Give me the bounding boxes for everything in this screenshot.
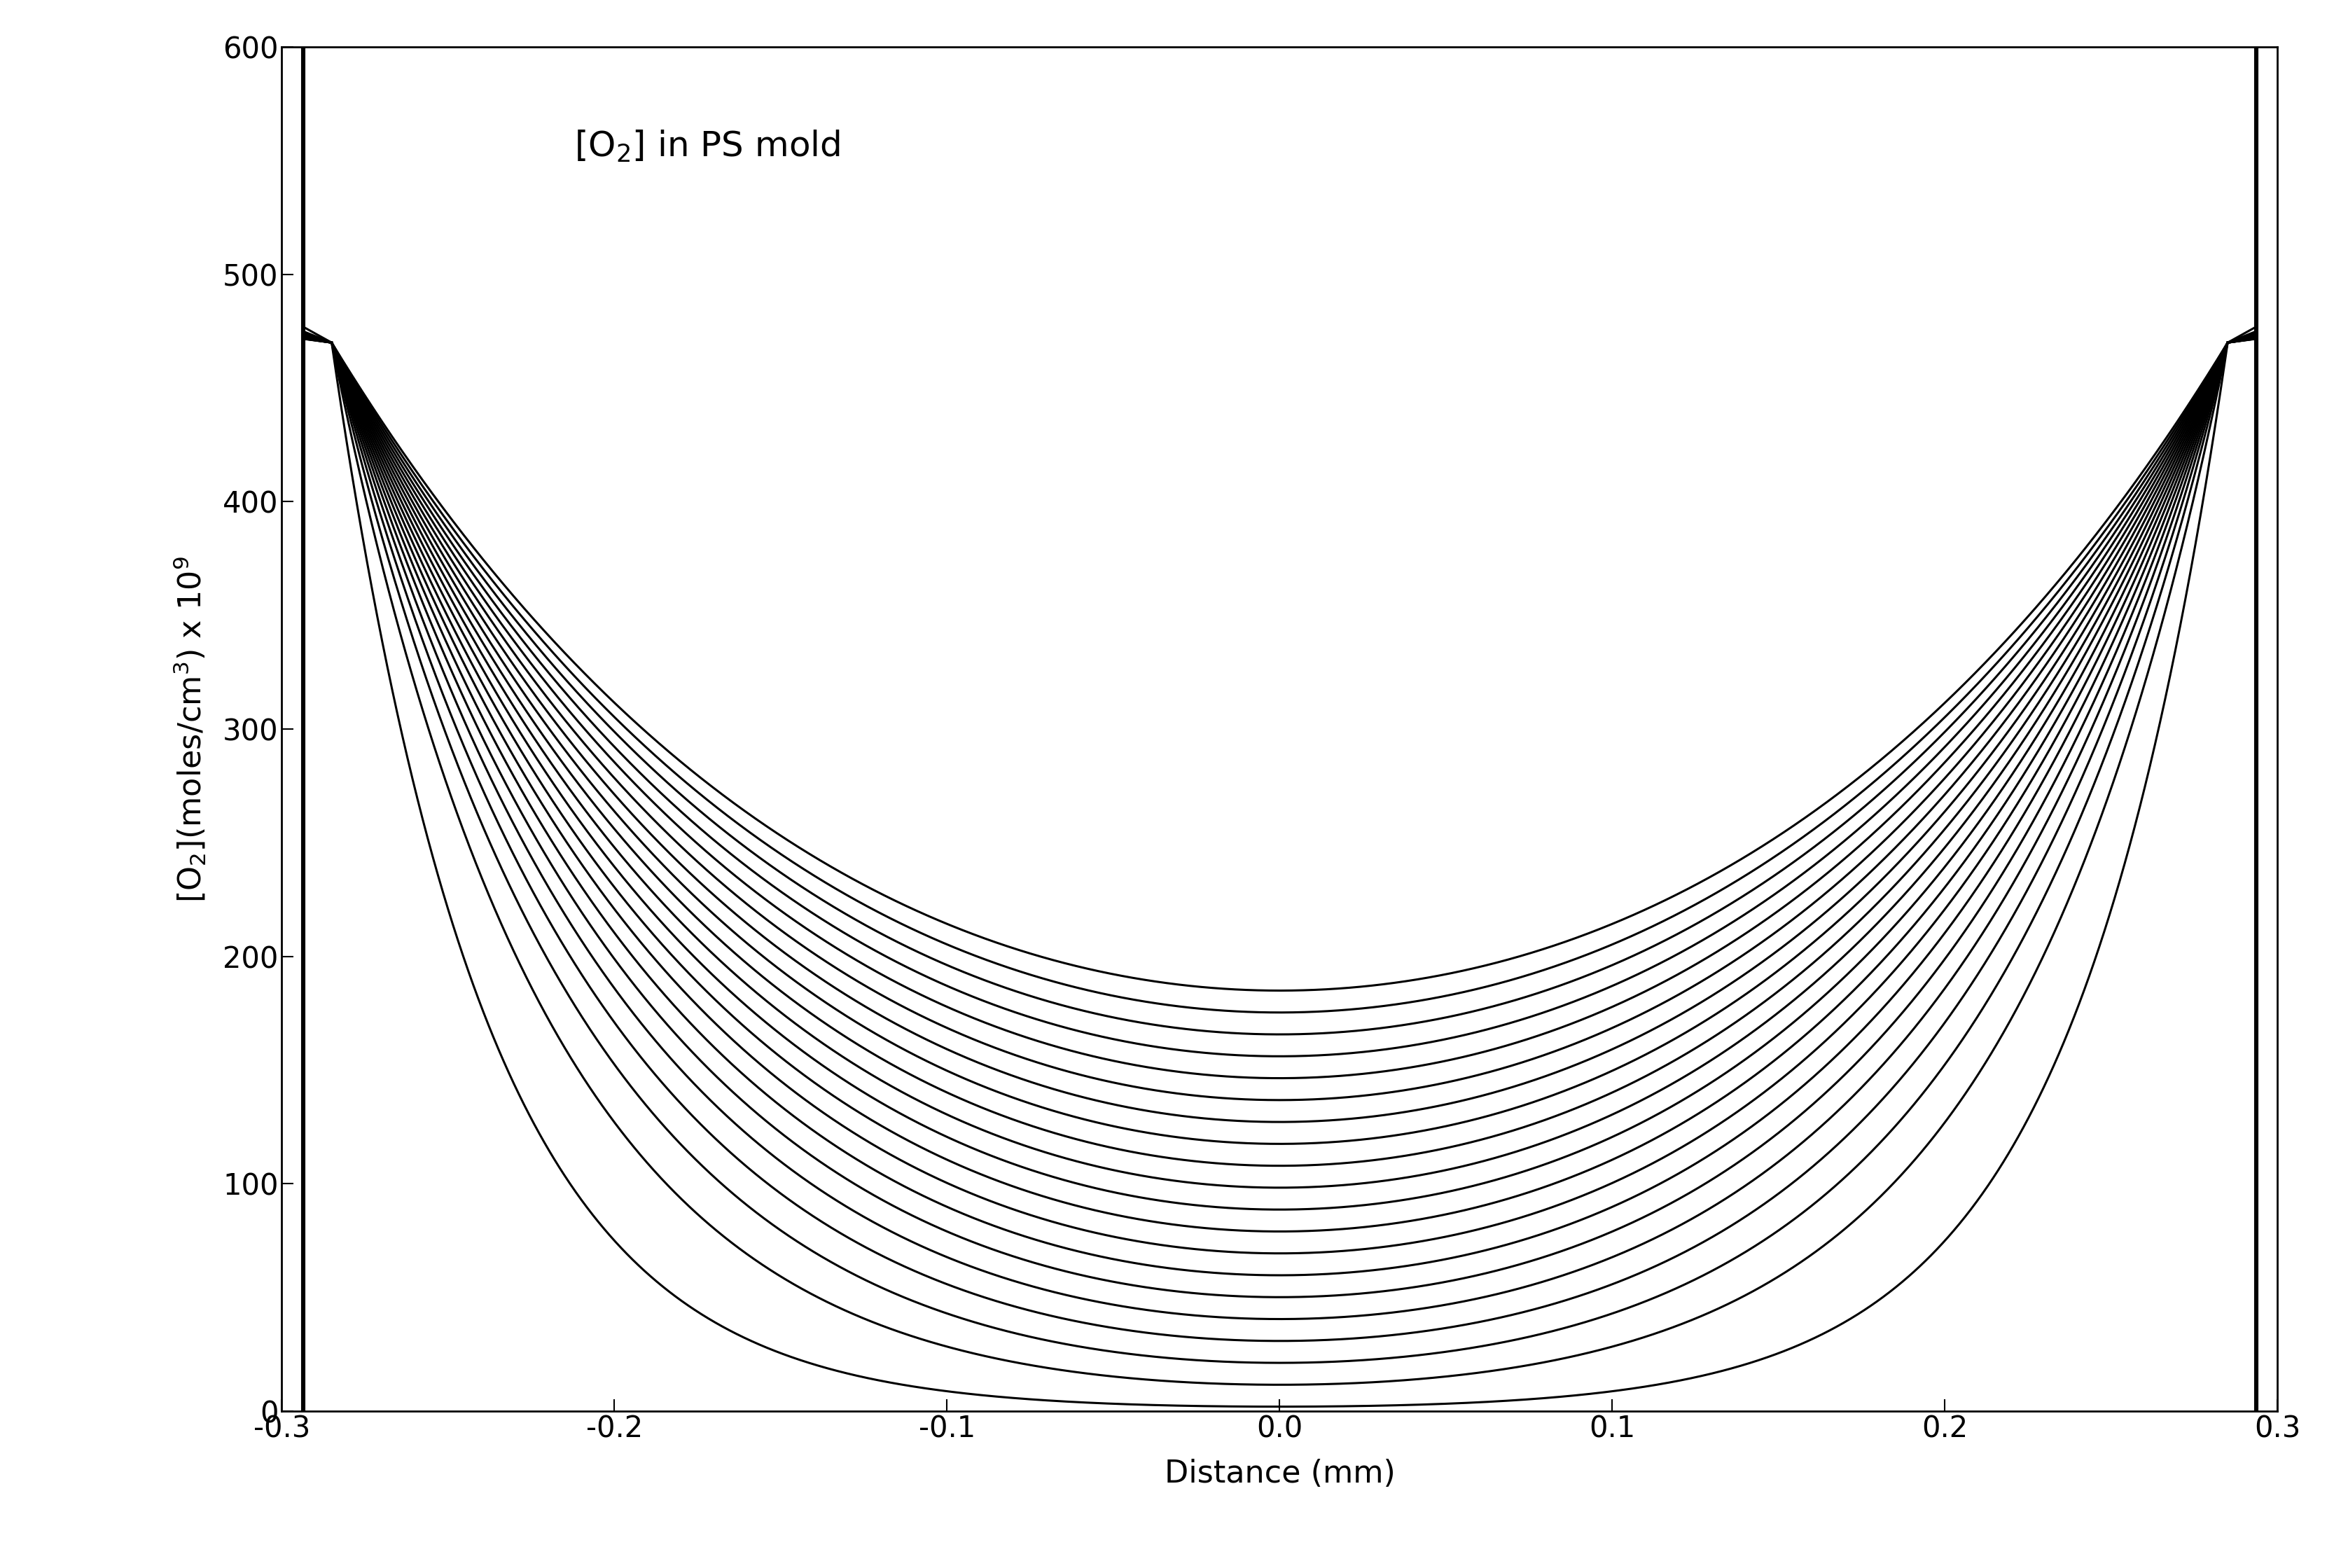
Text: [O$_2$] in PS mold: [O$_2$] in PS mold [575, 129, 841, 165]
Y-axis label: [O$_2$](moles/cm$^3$) x 10$^9$: [O$_2$](moles/cm$^3$) x 10$^9$ [171, 555, 209, 903]
X-axis label: Distance (mm): Distance (mm) [1165, 1458, 1395, 1488]
